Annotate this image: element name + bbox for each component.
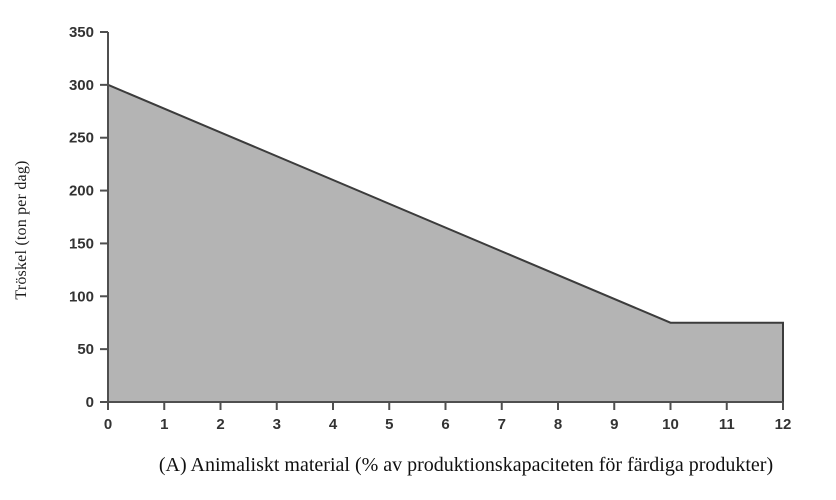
- y-axis-title: Tröskel (ton per dag): [13, 160, 30, 300]
- y-tick-label: 200: [69, 183, 94, 200]
- y-tick-label: 250: [69, 130, 94, 147]
- x-tick-label: 4: [329, 416, 338, 433]
- y-tick-label: 50: [77, 341, 94, 358]
- x-tick-label: 11: [719, 416, 735, 433]
- y-tick-label: 150: [69, 235, 94, 252]
- x-tick-label: 8: [554, 416, 562, 433]
- x-tick-label: 7: [498, 416, 506, 433]
- y-tick-label: 100: [69, 288, 94, 305]
- x-tick-label: 9: [610, 416, 618, 433]
- x-tick-label: 0: [104, 416, 112, 433]
- y-tick-label: 0: [86, 394, 94, 411]
- x-tick-label: 10: [662, 416, 679, 433]
- x-axis-title: (A) Animaliskt material (% av produktion…: [158, 454, 774, 476]
- y-tick-label: 300: [69, 77, 94, 94]
- x-tick-label: 5: [385, 416, 393, 433]
- x-tick-label: 12: [775, 416, 792, 433]
- area-series: [107, 83, 784, 403]
- x-tick-label: 1: [160, 416, 168, 433]
- x-tick-label: 2: [216, 416, 224, 433]
- y-tick-label: 350: [69, 24, 94, 41]
- x-tick-label: 3: [273, 416, 281, 433]
- x-tick-label: 6: [441, 416, 449, 433]
